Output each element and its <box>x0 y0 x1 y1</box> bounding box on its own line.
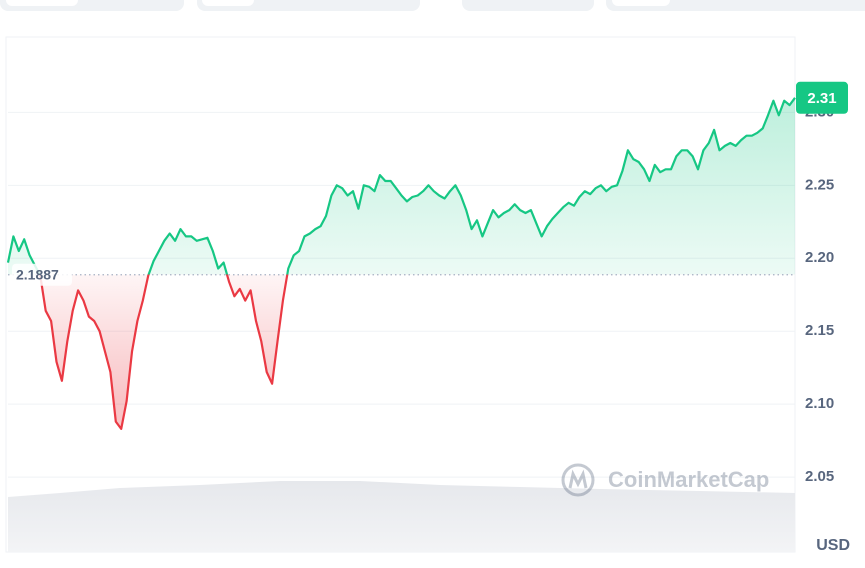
baseline-label: 2.1887 <box>16 266 59 282</box>
last-price-badge <box>796 81 848 114</box>
price-line <box>6 97 796 430</box>
plot: 2.1887 2.31 <box>6 81 848 430</box>
tab[interactable] <box>462 0 594 11</box>
watermark-logo <box>561 463 595 497</box>
tab-active[interactable] <box>6 0 78 6</box>
y-tick-label: 2.20 <box>805 249 834 266</box>
y-tick-label: 2.25 <box>805 176 834 193</box>
y-tick-label: 2.10 <box>805 395 834 412</box>
tab-active[interactable] <box>202 0 254 6</box>
volume-background <box>8 481 795 552</box>
watermark-text: CoinMarketCap <box>608 467 769 492</box>
watermark: CoinMarketCap <box>561 463 769 497</box>
tab[interactable] <box>606 0 865 11</box>
tab-bar <box>0 0 865 11</box>
y-tick-label: 2.05 <box>805 468 834 485</box>
area-fill <box>8 97 795 429</box>
last-price-label: 2.31 <box>807 90 836 107</box>
unit-label: USD <box>816 537 850 554</box>
tab-active[interactable] <box>612 0 670 6</box>
baseline-label-bg <box>12 263 72 286</box>
y-tick-label: 2.15 <box>805 322 834 339</box>
watermark-logo-mark <box>568 469 588 489</box>
